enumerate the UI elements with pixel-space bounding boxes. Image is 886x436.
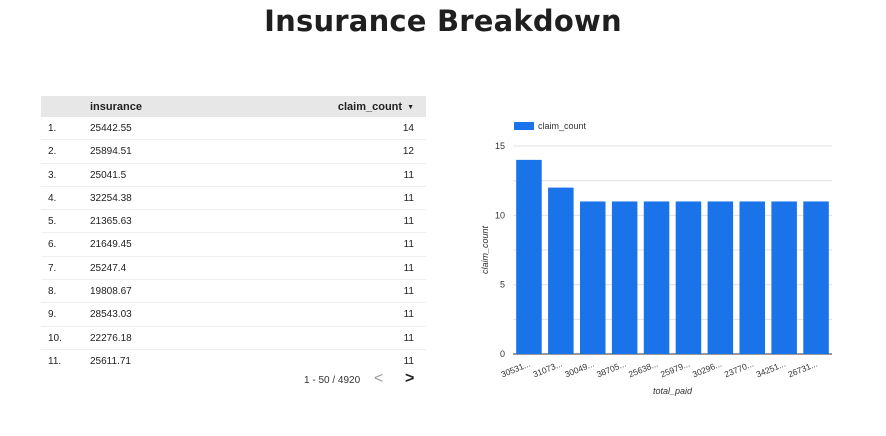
table-row[interactable]: 9. 28543.03 11: [41, 303, 426, 327]
table-row[interactable]: 8. 19808.67 11: [41, 280, 426, 304]
claim-count-cell: 11: [403, 355, 414, 367]
insurance-cell: 22276.18: [90, 332, 132, 344]
insurance-cell: 25247.4: [90, 262, 127, 274]
legend-label: claim_count: [538, 121, 587, 131]
row-index: 11.: [48, 355, 62, 367]
row-index: 3.: [48, 169, 57, 181]
table-row[interactable]: 1. 25442.55 14: [41, 117, 426, 141]
x-tick-label: 23770...: [723, 359, 755, 380]
bar: [707, 201, 734, 354]
y-tick-label: 5: [500, 280, 505, 290]
row-index: 10.: [48, 332, 62, 344]
claim-count-cell: 11: [403, 192, 414, 204]
table-row[interactable]: 4. 32254.38 11: [41, 187, 426, 211]
insurance-cell: 21649.45: [90, 239, 132, 251]
claim-count-cell: 11: [403, 169, 414, 181]
data-table: insurance claim_count ▼ 1. 25442.55 14 2. 258…: [41, 96, 426, 373]
row-index: 6.: [48, 239, 57, 251]
row-index: 8.: [48, 286, 57, 298]
claim-count-cell: 11: [403, 286, 414, 298]
x-tick-label: 38705...: [595, 359, 627, 380]
y-axis-label: claim_count: [480, 225, 490, 274]
bar: [516, 159, 542, 354]
x-tick-label: 30531...: [499, 359, 531, 380]
x-axis-label: total_paid: [653, 386, 693, 396]
insurance-cell: 32254.38: [90, 192, 132, 204]
bar: [579, 201, 606, 354]
x-tick-label: 34251...: [755, 359, 787, 380]
claim-count-cell: 11: [403, 216, 414, 228]
x-tick-label: 25638...: [627, 359, 659, 380]
bar: [739, 201, 766, 354]
row-index: 5.: [48, 216, 57, 228]
x-tick-label: 31073...: [531, 359, 563, 380]
previous-page-icon[interactable]: <: [374, 370, 384, 387]
insurance-cell: 25442.55: [90, 123, 132, 134]
bar: [771, 201, 797, 354]
insurance-cell: 25894.51: [90, 146, 132, 158]
table-row[interactable]: 2. 25894.51 12: [41, 140, 426, 164]
insurance-cell: 28543.03: [90, 309, 132, 321]
insurance-cell: 19808.67: [90, 286, 132, 298]
table-header: insurance claim_count ▼: [41, 96, 426, 117]
row-index: 9.: [48, 309, 57, 321]
next-page-icon[interactable]: >: [405, 370, 415, 387]
table-row[interactable]: 10. 22276.18 11: [41, 327, 426, 350]
claim-count-cell: 11: [403, 262, 414, 274]
x-tick-label: 30296...: [691, 359, 723, 380]
table-row[interactable]: 6. 21649.45 11: [41, 233, 426, 257]
y-tick-label: 10: [495, 210, 505, 220]
y-tick-label: 15: [495, 141, 505, 151]
insurance-cell: 21365.63: [90, 216, 132, 228]
column-header-claim-count[interactable]: claim_count ▼: [338, 101, 414, 113]
page-title: Insurance Breakdown: [264, 4, 622, 38]
bar: [803, 201, 829, 354]
column-header-insurance[interactable]: insurance: [90, 101, 142, 113]
claim-count-cell: 14: [402, 123, 414, 134]
column-header-claim-count-label: claim_count: [337, 101, 403, 113]
bar: [611, 201, 638, 354]
row-index: 4.: [48, 192, 57, 204]
sort-descending-icon[interactable]: ▼: [407, 104, 414, 111]
y-tick-label: 0: [500, 349, 505, 359]
insurance-cell: 25611.71: [90, 355, 131, 367]
row-index: 7.: [48, 262, 57, 274]
claim-count-cell: 12: [402, 146, 414, 158]
claim-count-cell: 11: [403, 332, 414, 344]
table-row[interactable]: 7. 25247.4 11: [41, 257, 426, 281]
claim-count-cell: 11: [403, 239, 414, 251]
claim-count-cell: 11: [403, 309, 414, 321]
table-row[interactable]: 3. 25041.5 11: [41, 164, 426, 187]
insurance-cell: 25041.5: [90, 169, 127, 181]
bar: [548, 187, 574, 354]
table-row[interactable]: 11. 25611.71 11: [41, 350, 426, 373]
x-tick-label: 30049...: [563, 359, 595, 380]
x-tick-label: 25979...: [659, 359, 691, 380]
x-tick-label: 26731...: [787, 359, 819, 380]
row-index: 1.: [48, 123, 57, 134]
pagination-label: 1 - 50 / 4920: [304, 375, 361, 386]
bar: [643, 201, 670, 354]
table-body: 1. 25442.55 14 2. 25894.51 12 3. 25041.5 11 4. 322…: [41, 117, 426, 373]
row-index: 2.: [48, 146, 57, 158]
table-row[interactable]: 5. 21365.63 11: [41, 210, 426, 234]
bar: [675, 201, 702, 354]
legend-swatch: [514, 122, 534, 130]
